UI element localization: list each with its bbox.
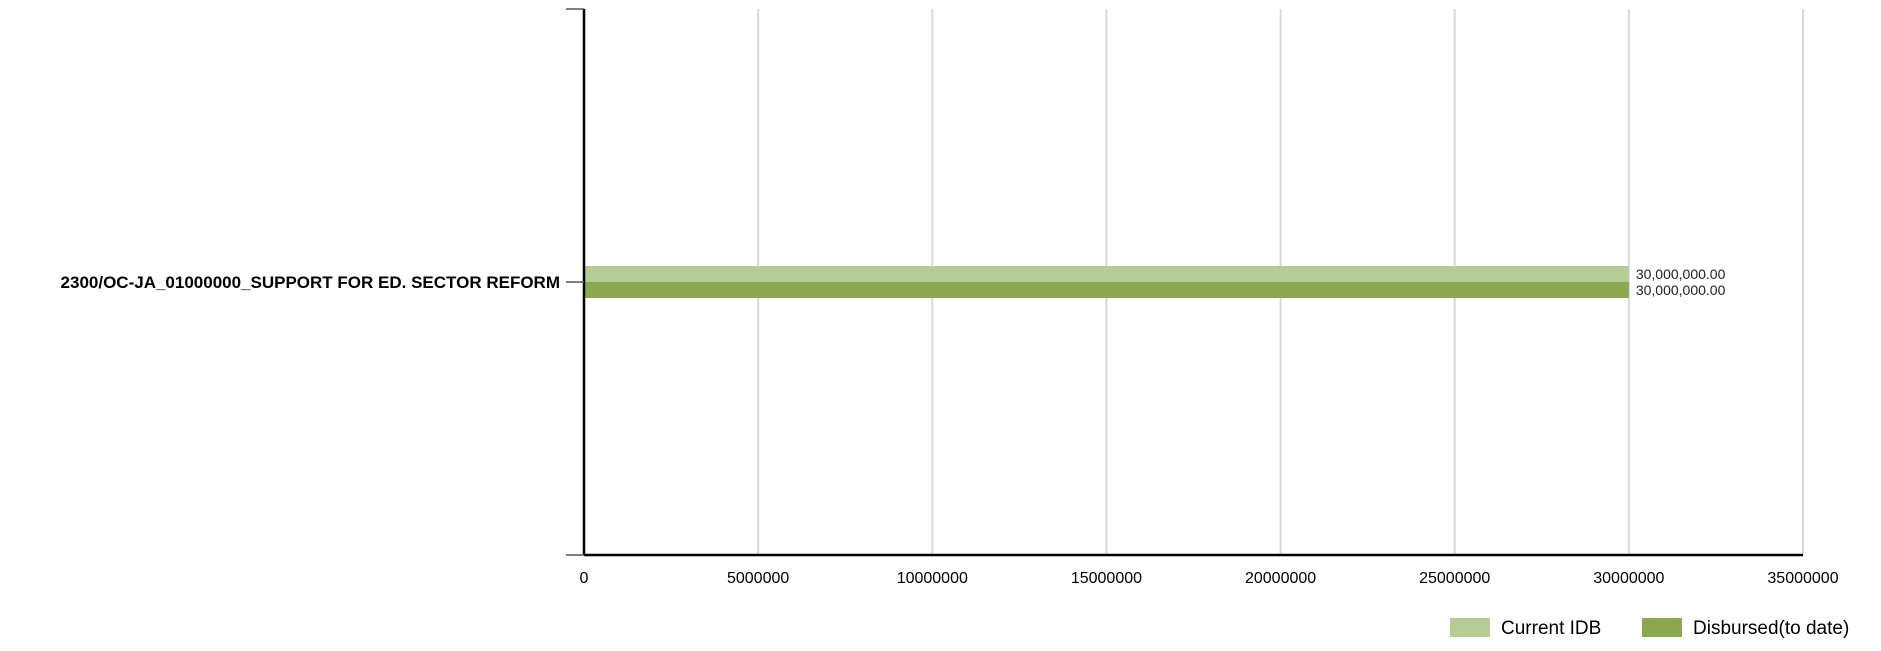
x-tick-label-3: 15000000	[1071, 570, 1142, 587]
legend-swatch-0	[1450, 618, 1490, 637]
x-tick-label-4: 20000000	[1245, 570, 1316, 587]
x-tick-label-1: 5000000	[727, 570, 789, 587]
legend-label-0: Current IDB	[1501, 618, 1601, 639]
legend-label-1: Disbursed(to date)	[1693, 618, 1849, 639]
axes	[566, 8, 1803, 557]
x-tick-label-2: 10000000	[897, 570, 968, 587]
bar-1-0	[584, 282, 1629, 298]
x-tick-label-0: 0	[580, 570, 589, 587]
legend: Current IDB Disbursed(to date)	[1450, 618, 1849, 639]
bar-0-0	[584, 266, 1629, 282]
data-label-0-0: 30,000,000.00	[1636, 266, 1726, 282]
x-tick-label-6: 30000000	[1593, 570, 1664, 587]
category-label-0: 2300/OC-JA_01000000_SUPPORT FOR ED. SECT…	[61, 273, 560, 292]
x-tick-label-7: 35000000	[1767, 570, 1838, 587]
data-label-1-0: 30,000,000.00	[1636, 282, 1726, 298]
legend-swatch-1	[1642, 618, 1682, 637]
bars	[584, 266, 1629, 298]
x-tick-label-5: 25000000	[1419, 570, 1490, 587]
